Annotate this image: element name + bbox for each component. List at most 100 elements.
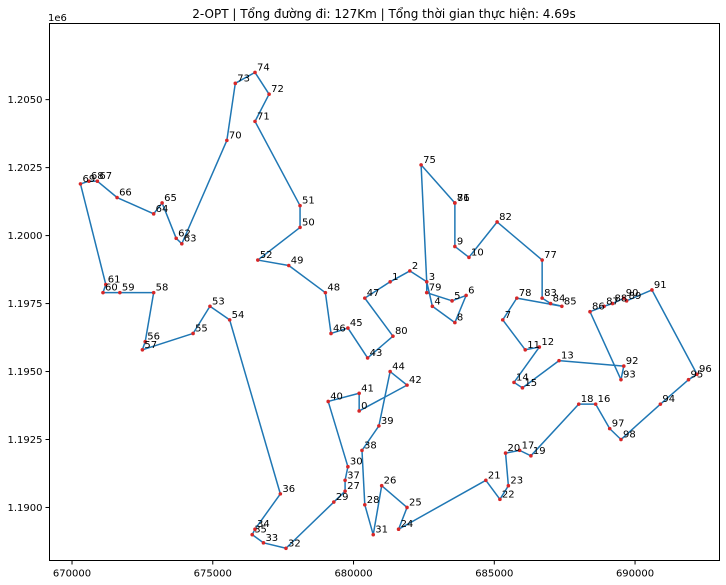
plot-frame	[49, 23, 720, 561]
route-point	[607, 426, 612, 431]
point-label: 63	[184, 234, 197, 245]
route-segment	[525, 346, 540, 351]
route-segment	[609, 428, 622, 441]
route-point	[621, 364, 626, 368]
point-label: 38	[364, 440, 377, 451]
point-label: 2	[412, 261, 418, 272]
point-label: 26	[384, 476, 397, 487]
route-segment	[425, 281, 434, 307]
route-point	[540, 258, 544, 262]
route-point	[450, 299, 454, 303]
route-segment	[254, 121, 301, 207]
y-tick-label: 1.2025	[8, 163, 43, 174]
x-axis-ticks: 670000 675000 680000 685000 690000	[53, 560, 654, 580]
route-segment	[116, 196, 154, 215]
point-label: 28	[367, 495, 380, 506]
point-label: 10	[471, 247, 484, 258]
route-segment	[254, 72, 270, 95]
point-label: 14	[516, 372, 529, 383]
point-label: 3	[429, 272, 435, 283]
point-label: 6	[468, 285, 474, 296]
point-label: 35	[254, 525, 267, 536]
route-segment	[324, 292, 332, 334]
route-segment	[254, 493, 281, 530]
point-label: 77	[544, 250, 557, 261]
x-tick-label: 685000	[475, 569, 513, 580]
point-label: 58	[156, 283, 169, 294]
point-label: 70	[229, 130, 242, 141]
route-segment	[153, 202, 163, 215]
point-label: 37	[347, 470, 360, 481]
route-point	[560, 304, 564, 309]
route-point	[253, 119, 257, 124]
point-label: 69	[82, 174, 95, 185]
route-point	[686, 377, 691, 382]
route-segment	[364, 281, 391, 299]
route-segment	[361, 425, 380, 451]
y-tick-label: 1.2000	[8, 231, 43, 242]
route-point	[250, 532, 254, 537]
route-point	[453, 244, 457, 249]
route-segment	[454, 245, 470, 258]
point-label: 15	[524, 378, 537, 389]
point-label: 76	[457, 193, 470, 204]
route-point	[151, 290, 156, 295]
route-point	[346, 326, 350, 330]
point-label: 94	[662, 394, 675, 405]
route-point	[658, 402, 663, 406]
route-segment	[263, 542, 287, 549]
point-label: 52	[260, 250, 273, 261]
route-segment	[257, 226, 301, 261]
point-label: 88	[615, 294, 628, 305]
point-label: 72	[271, 84, 284, 95]
route-segment	[226, 83, 237, 141]
route-point	[332, 500, 336, 504]
route-segment	[530, 403, 580, 457]
route-segment	[594, 403, 611, 430]
point-label: 11	[527, 340, 540, 351]
route-segment	[505, 449, 520, 454]
route-point	[576, 402, 581, 406]
route-point	[267, 92, 271, 96]
route-point	[408, 269, 412, 273]
route-point	[500, 318, 505, 322]
route-segment	[451, 294, 467, 302]
route-point	[424, 290, 429, 295]
route-segment	[513, 346, 540, 383]
route-point	[520, 386, 525, 390]
point-label: 36	[282, 484, 295, 495]
route-segment	[485, 479, 501, 500]
route-point	[261, 541, 266, 545]
route-point	[430, 304, 435, 309]
route-point	[329, 331, 333, 336]
route-point	[621, 296, 626, 300]
point-label: 64	[156, 204, 169, 215]
chart-title: 2-OPT | Tổng đường đi: 127Km | Tổng thời…	[192, 7, 576, 21]
route-point	[343, 478, 347, 483]
route-segment	[431, 305, 456, 324]
route-point	[377, 424, 381, 428]
route-segment	[330, 327, 349, 335]
route-segment	[521, 360, 560, 389]
point-label: 23	[510, 476, 523, 487]
point-label: 95	[691, 370, 704, 381]
route-segment	[367, 335, 394, 359]
point-label: 82	[499, 212, 512, 223]
point-label: 33	[265, 533, 278, 544]
point-label: 90	[626, 288, 639, 299]
point-label: 81	[457, 193, 470, 204]
route-segment	[79, 183, 107, 285]
point-label: 80	[395, 326, 408, 337]
route-segment	[420, 164, 456, 204]
x-tick-label: 670000	[53, 569, 91, 580]
route-point	[453, 201, 457, 205]
route-segment	[499, 485, 510, 500]
route-point	[517, 448, 522, 453]
point-label: 45	[350, 318, 363, 329]
route-point	[512, 380, 516, 385]
route-point	[495, 220, 499, 224]
point-label: 79	[429, 283, 442, 294]
route-point	[326, 399, 330, 404]
point-label: 21	[488, 470, 501, 481]
